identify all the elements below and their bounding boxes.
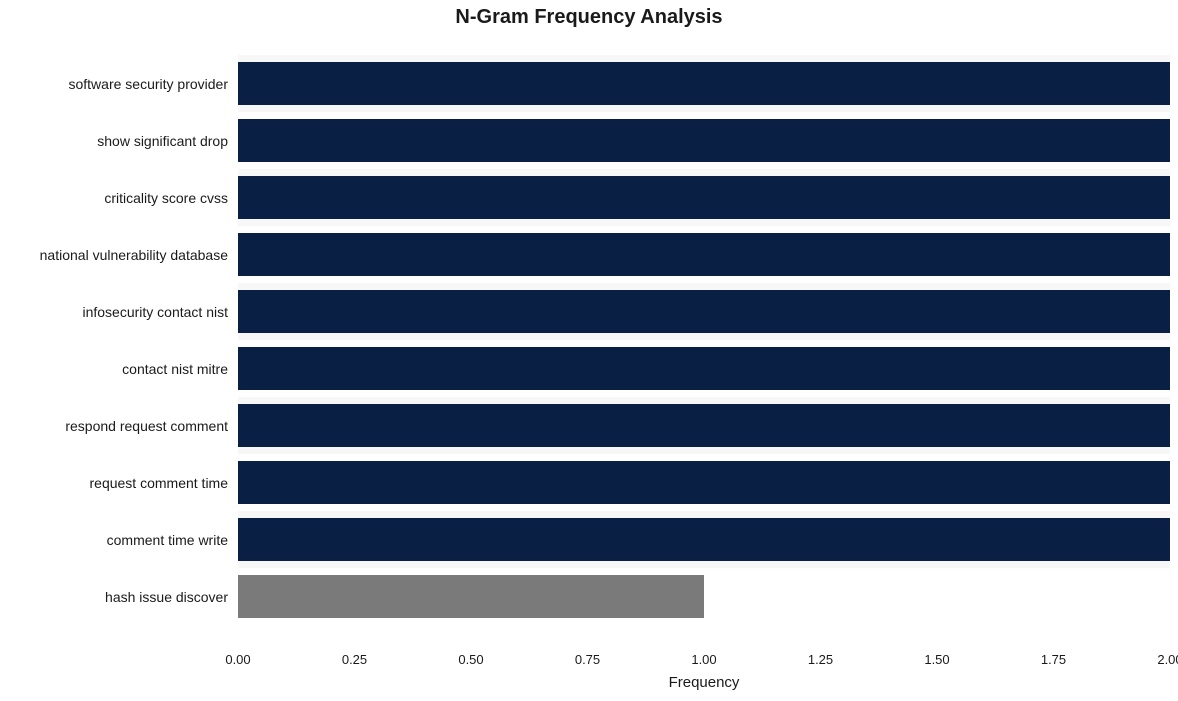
y-tick-label: infosecurity contact nist bbox=[4, 283, 238, 340]
chart-row: respond request comment bbox=[238, 397, 1170, 454]
chart-row: hash issue discover bbox=[238, 568, 1170, 625]
y-tick-label: criticality score cvss bbox=[4, 169, 238, 226]
y-tick-label: request comment time bbox=[4, 454, 238, 511]
bar bbox=[238, 176, 1170, 220]
chart-row: show significant drop bbox=[238, 112, 1170, 169]
x-tick-label: 0.50 bbox=[458, 652, 483, 667]
bar bbox=[238, 518, 1170, 562]
chart-title: N-Gram Frequency Analysis bbox=[0, 6, 1178, 29]
y-tick-label: comment time write bbox=[4, 511, 238, 568]
x-tick-label: 1.75 bbox=[1041, 652, 1066, 667]
y-tick-label: software security provider bbox=[4, 55, 238, 112]
bar bbox=[238, 461, 1170, 505]
x-tick-label: 1.00 bbox=[691, 652, 716, 667]
bar bbox=[238, 233, 1170, 277]
x-tick-label: 0.25 bbox=[342, 652, 367, 667]
x-axis-label: Frequency bbox=[238, 674, 1170, 691]
x-tick-label: 0.00 bbox=[225, 652, 250, 667]
chart-row: infosecurity contact nist bbox=[238, 283, 1170, 340]
bar bbox=[238, 404, 1170, 448]
chart-row: request comment time bbox=[238, 454, 1170, 511]
chart-row: comment time write bbox=[238, 511, 1170, 568]
x-tick-label: 0.75 bbox=[575, 652, 600, 667]
chart-row: contact nist mitre bbox=[238, 340, 1170, 397]
x-tick-label: 2.00 bbox=[1157, 652, 1178, 667]
x-tick-label: 1.50 bbox=[924, 652, 949, 667]
bar bbox=[238, 575, 704, 619]
y-tick-label: hash issue discover bbox=[4, 568, 238, 625]
bar bbox=[238, 62, 1170, 106]
y-tick-label: show significant drop bbox=[4, 112, 238, 169]
chart-row: national vulnerability database bbox=[238, 226, 1170, 283]
bar bbox=[238, 119, 1170, 163]
chart-row: criticality score cvss bbox=[238, 169, 1170, 226]
y-tick-label: contact nist mitre bbox=[4, 340, 238, 397]
plot-area: software security providershow significa… bbox=[238, 36, 1170, 644]
bar bbox=[238, 347, 1170, 391]
y-tick-label: respond request comment bbox=[4, 397, 238, 454]
bar bbox=[238, 290, 1170, 334]
y-tick-label: national vulnerability database bbox=[4, 226, 238, 283]
ngram-frequency-chart: N-Gram Frequency Analysis software secur… bbox=[0, 0, 1178, 701]
chart-row: software security provider bbox=[238, 55, 1170, 112]
x-axis: Frequency 0.000.250.500.751.001.251.501.… bbox=[238, 652, 1170, 692]
x-tick-label: 1.25 bbox=[808, 652, 833, 667]
